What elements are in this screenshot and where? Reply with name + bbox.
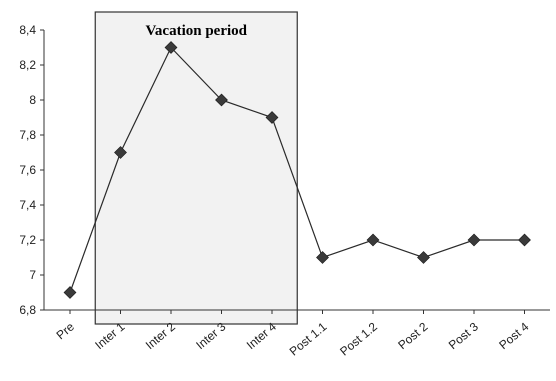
data-point bbox=[417, 251, 430, 264]
y-tick-label: 8,2 bbox=[19, 58, 36, 72]
y-tick-label: 8 bbox=[29, 93, 36, 107]
series-markers bbox=[63, 41, 531, 299]
data-point bbox=[164, 41, 178, 54]
x-tick-label: Pre bbox=[54, 319, 78, 342]
vacation-period-label: Vacation period bbox=[145, 23, 247, 39]
vacation-band: Vacation period bbox=[94, 11, 298, 325]
x-tick-label: Post 2 bbox=[395, 319, 430, 352]
series-line bbox=[69, 46, 525, 293]
x-tick-label: Post 3 bbox=[446, 319, 481, 352]
x-tick-label: Post 1.1 bbox=[287, 319, 330, 358]
vacation-period-rect bbox=[94, 11, 298, 325]
data-point bbox=[114, 146, 127, 159]
y-tick-label: 7,4 bbox=[19, 198, 36, 212]
y-tick-label: 8,4 bbox=[19, 23, 36, 37]
y-tick-label: 7 bbox=[29, 268, 36, 282]
y-tick-label: 6,8 bbox=[19, 303, 36, 317]
y-tick-label: 7,6 bbox=[19, 163, 36, 177]
data-point bbox=[215, 93, 228, 107]
y-tick-label: 7,8 bbox=[19, 128, 36, 142]
x-tick-label: Post 4 bbox=[496, 319, 531, 352]
data-point bbox=[63, 286, 77, 299]
data-point bbox=[518, 233, 531, 247]
data-point bbox=[265, 111, 279, 124]
data-point bbox=[316, 251, 329, 264]
y-tick-label: 7,2 bbox=[19, 233, 36, 247]
data-point bbox=[467, 233, 481, 247]
x-tick-label: Post 1.2 bbox=[337, 319, 380, 358]
data-point bbox=[366, 233, 380, 247]
y-axis-ticks: 6,8 7 7,2 7,4 7,6 7,8 8 8,2 8,4 bbox=[19, 23, 44, 317]
data-line bbox=[69, 46, 525, 293]
